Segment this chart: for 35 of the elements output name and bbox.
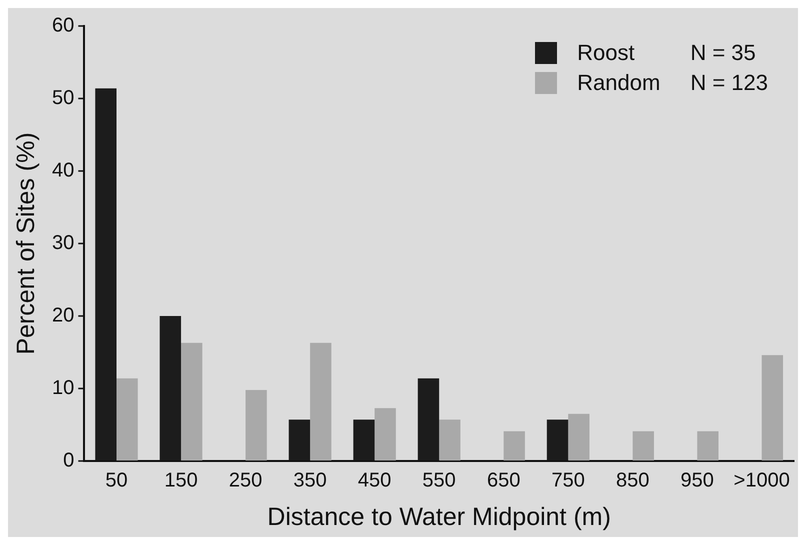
annotation: N = 35 xyxy=(690,39,757,67)
bar xyxy=(246,390,267,460)
annotation: N = 123 xyxy=(690,69,768,97)
x-tick-label: 950 xyxy=(680,470,714,492)
y-tick-label: 40 xyxy=(52,160,74,182)
y-axis-title: Percent of Sites (%) xyxy=(12,132,40,355)
bar xyxy=(116,378,138,460)
y-tick-label: 60 xyxy=(52,14,74,37)
bar xyxy=(310,342,332,460)
bar xyxy=(439,420,460,460)
y-tick-label: 30 xyxy=(52,232,74,254)
bar xyxy=(632,431,654,460)
bar xyxy=(374,408,396,460)
bar xyxy=(697,431,718,460)
y-tick-label: 10 xyxy=(52,377,74,400)
x-tick-label: 750 xyxy=(551,470,585,492)
x-tick-label: 150 xyxy=(164,470,198,492)
y-tick-label: 20 xyxy=(52,304,74,327)
x-tick-label: 350 xyxy=(293,470,327,492)
y-tick-label: 50 xyxy=(52,87,74,110)
bar xyxy=(762,355,784,460)
y-tick-label: 0 xyxy=(63,450,74,472)
x-tick-label: 50 xyxy=(105,470,128,492)
bar xyxy=(504,431,525,460)
x-tick-label: >1000 xyxy=(734,470,790,492)
legend-label: Roost xyxy=(577,39,636,67)
x-tick-label: 850 xyxy=(616,470,650,492)
x-tick-label: 450 xyxy=(358,470,392,492)
x-tick-label: 650 xyxy=(486,470,520,492)
x-axis-title: Distance to Water Midpoint (m) xyxy=(267,502,611,531)
x-tick-label: 250 xyxy=(228,470,262,492)
bar xyxy=(181,342,202,460)
x-tick-label: 550 xyxy=(422,470,456,492)
bar xyxy=(568,414,590,460)
legend-label: Random xyxy=(577,69,662,97)
